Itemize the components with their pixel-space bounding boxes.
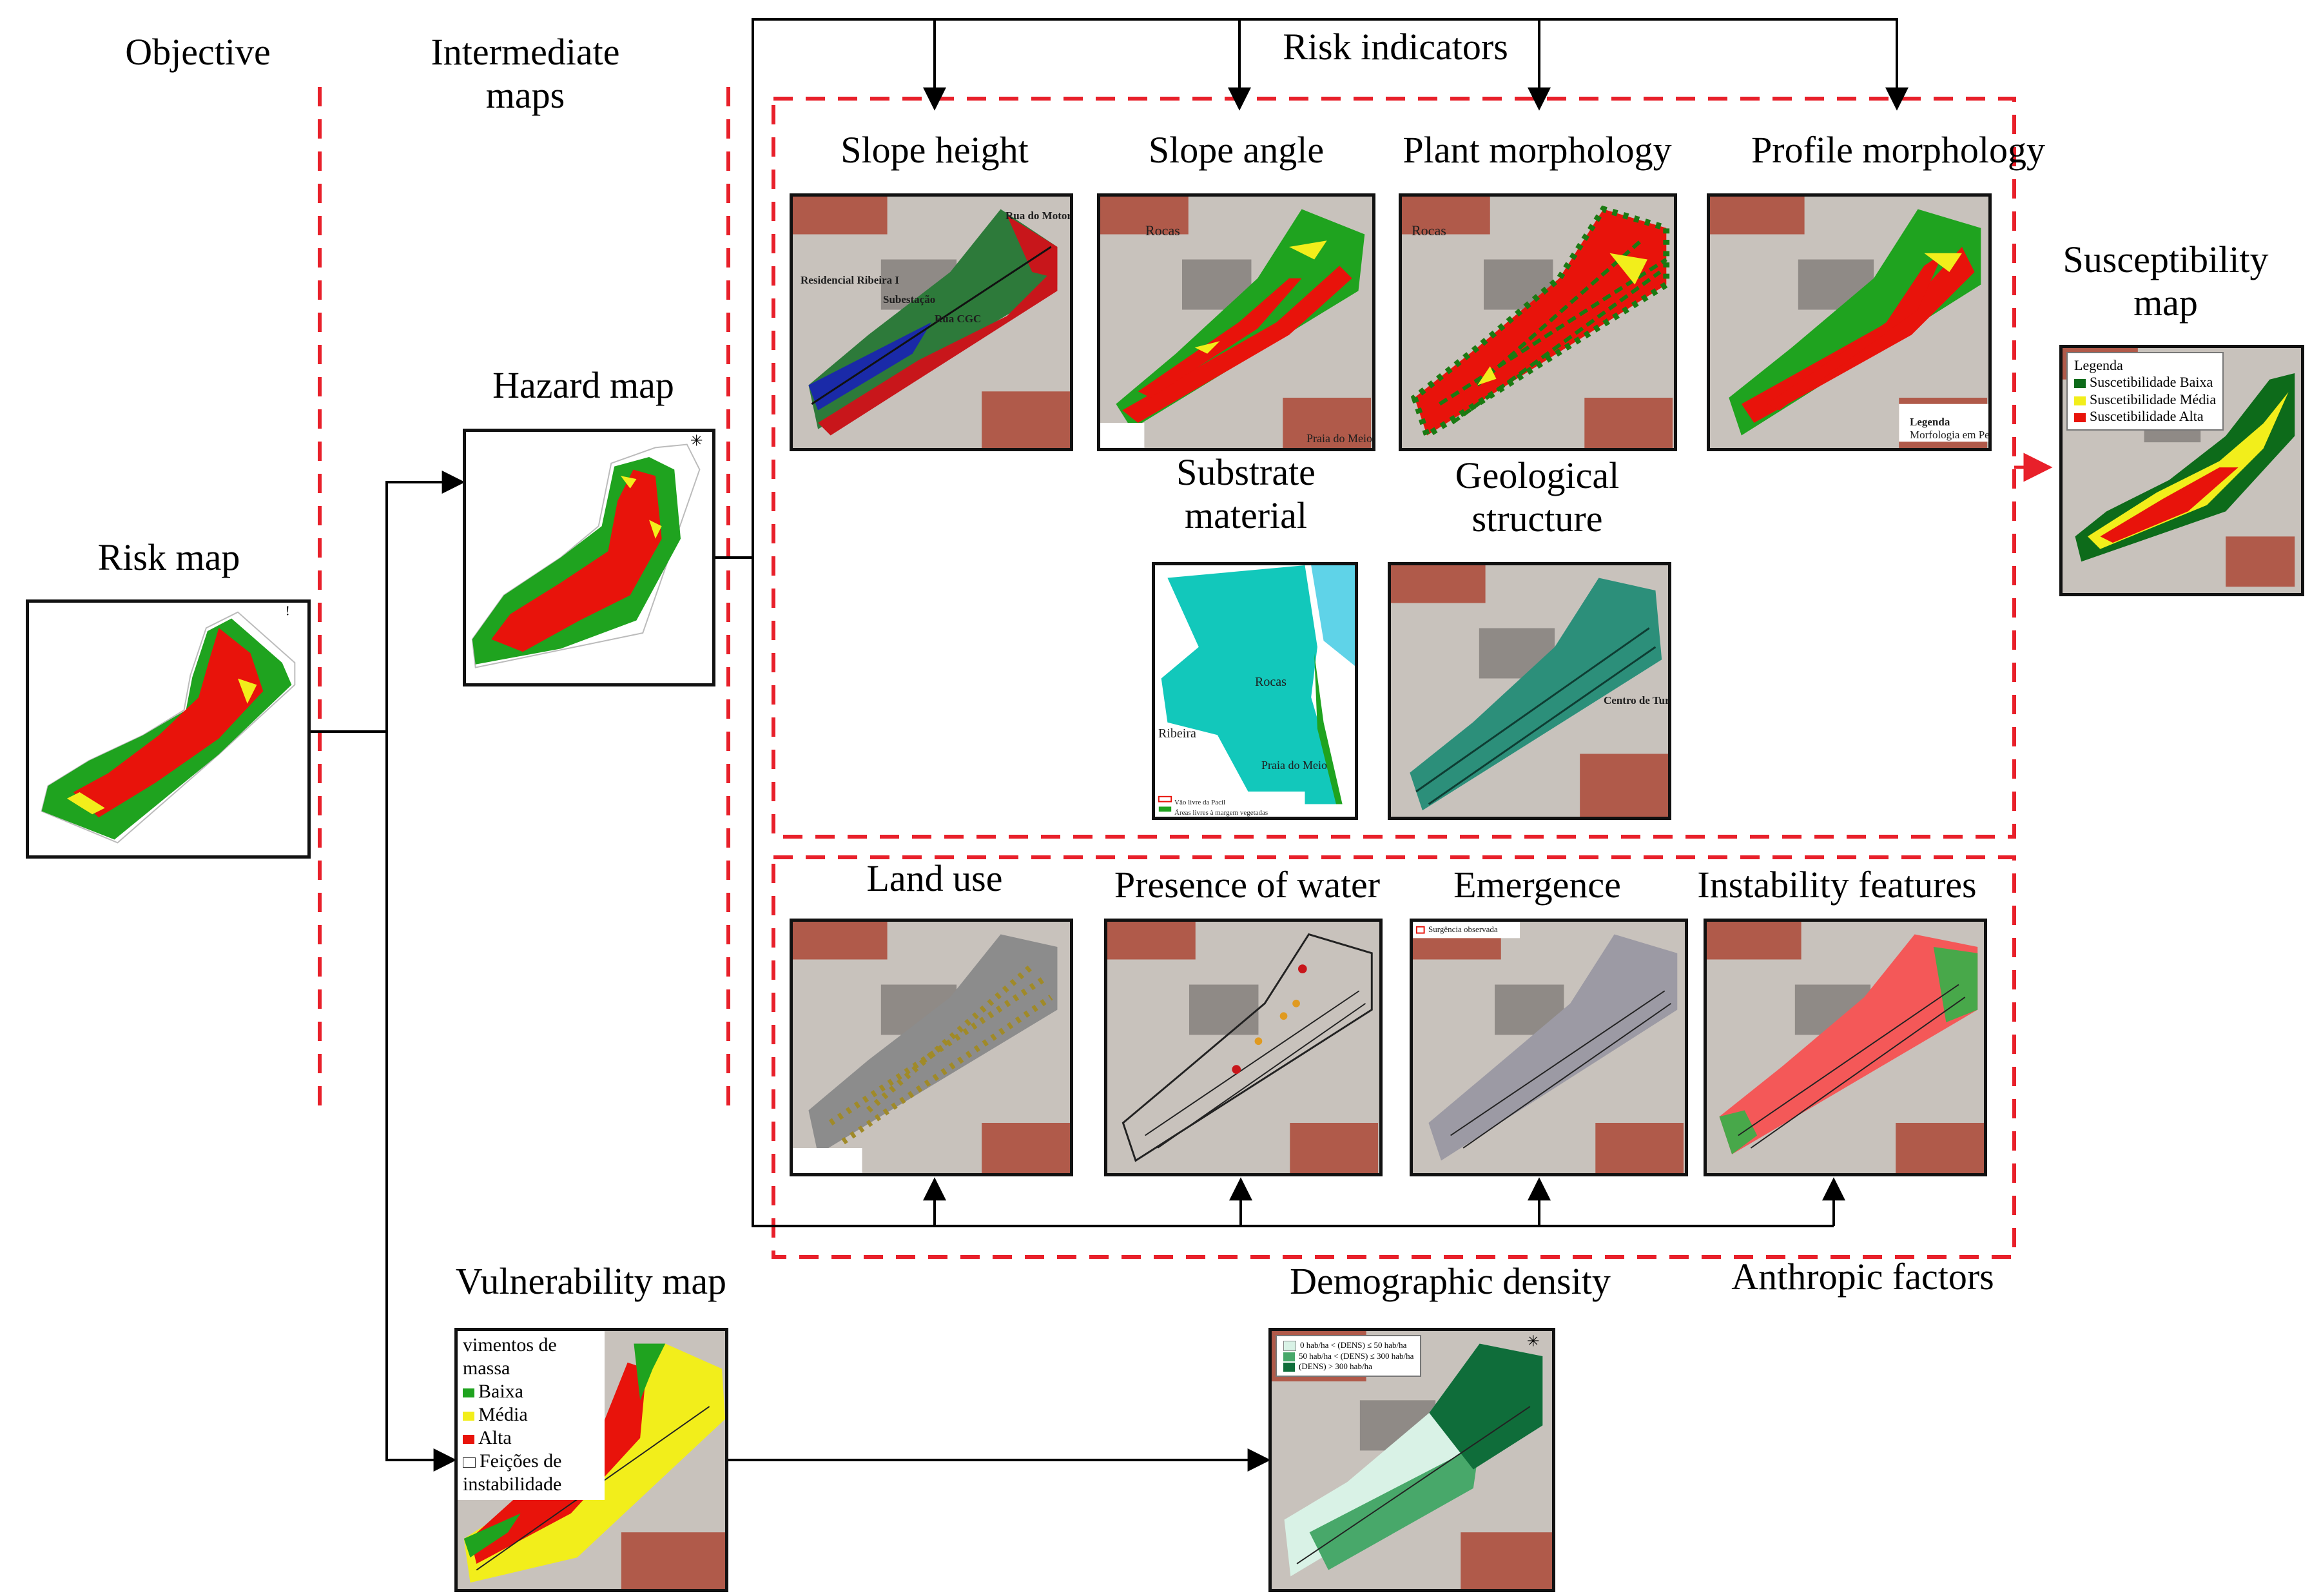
hazard-red-area <box>491 469 662 652</box>
profile-morphology-thumbnail[interactable]: Legenda Morfologia em Perfil <box>1707 193 1992 451</box>
label-rocas: Rocas <box>1145 222 1180 238</box>
profile-morphology-title: Profile morphology <box>1751 129 2045 171</box>
svg-text:✳: ✳ <box>1527 1333 1540 1350</box>
presence-of-water-title: Presence of water <box>1114 864 1381 906</box>
susceptibility-map-title: Susceptibility map <box>2063 238 2269 324</box>
substrate-material-title: Substrate material <box>1176 451 1316 536</box>
emergence-area <box>1428 934 1678 1161</box>
hazard-map-title: Hazard map <box>492 364 674 406</box>
label-residencial: Residencial Ribeira I <box>801 274 899 286</box>
label-rua-cgc: Rua CGC <box>935 313 982 325</box>
instability-features-thumbnail[interactable] <box>1704 919 1987 1176</box>
geological-structure-title: Geological structure <box>1455 454 1620 540</box>
emergence-legend: Surgência observada <box>1428 924 1498 934</box>
susceptibility-legend-title: Legenda <box>2074 357 2123 373</box>
intermediate-maps-heading: Intermediate maps <box>431 31 620 116</box>
susceptibility-legend: Legenda Suscetibilidade Baixa Suscetibil… <box>2066 352 2224 431</box>
substrate-area <box>1161 565 1343 804</box>
plant-morphology-thumbnail[interactable]: Rocas <box>1399 193 1677 451</box>
demographic-legend-high: (DENS) > 300 hab/ha <box>1283 1361 1413 1372</box>
instability-features-title: Instability features <box>1697 864 1977 906</box>
susceptibility-map-thumbnail[interactable]: Legenda Suscetibilidade Baixa Suscetibil… <box>2059 345 2304 596</box>
emergence-thumbnail[interactable]: Surgência observada <box>1410 919 1688 1176</box>
demographic-density-title: Demographic density <box>1290 1260 1611 1302</box>
substrate-legend-1: Vão livre da Pacil <box>1174 799 1226 806</box>
substrate-material-thumbnail[interactable]: Rocas Ribeira Praia do Meio Vão livre da… <box>1152 562 1358 820</box>
land-use-area <box>808 934 1058 1154</box>
label-centro: Centro de Turismo <box>1604 694 1670 706</box>
objective-heading: Objective <box>125 31 271 73</box>
hazard-to-indicators-connector <box>715 18 1908 559</box>
label-rua-do-motor: Rua do Motor <box>1005 209 1072 222</box>
bus-bottom-connector <box>752 558 1834 1227</box>
presence-of-water-thumbnail[interactable] <box>1104 919 1383 1176</box>
slope-height-title: Slope height <box>840 129 1029 171</box>
anthropic-factors-heading: Anthropic factors <box>1731 1256 1994 1298</box>
label-praia-do-meio-2: Praia do Meio <box>1261 759 1327 772</box>
susceptibility-legend-low: Suscetibilidade Baixa <box>2074 374 2216 391</box>
vulnerability-legend-instability: Feições de instabilidade <box>463 1450 562 1495</box>
label-morfologia: Morfologia em Perfil <box>1910 429 1990 441</box>
label-rocas-2: Rocas <box>1412 222 1446 238</box>
vulnerability-legend: vimentos de massa Baixa Média Alta Feiçõ… <box>458 1331 605 1500</box>
svg-text:!: ! <box>286 603 290 619</box>
plant-morphology-title: Plant morphology <box>1403 129 1672 171</box>
land-use-thumbnail[interactable] <box>790 919 1073 1176</box>
risk-indicators-group <box>772 97 2016 839</box>
label-subestacao: Subestação <box>883 293 936 306</box>
label-praia-do-meio: Praia do Meio <box>1306 432 1372 445</box>
slope-angle-title: Slope angle <box>1148 129 1325 171</box>
svg-text:✳: ✳ <box>690 433 703 449</box>
anthropic-factors-group <box>772 855 2016 1259</box>
demographic-density-thumbnail[interactable]: ✳ 0 hab/ha < (DENS) ≤ 50 hab/ha 50 hab/h… <box>1268 1328 1555 1592</box>
vulnerability-legend-title: vimentos de massa <box>463 1334 557 1379</box>
demographic-legend: 0 hab/ha < (DENS) ≤ 50 hab/ha 50 hab/ha … <box>1276 1335 1422 1377</box>
geological-structure-thumbnail[interactable]: Centro de Turismo <box>1388 562 1671 820</box>
risk-to-vulnerability-connector <box>385 732 457 1472</box>
vulnerability-map-thumbnail[interactable]: vimentos de massa Baixa Média Alta Feiçõ… <box>454 1328 728 1592</box>
demographic-legend-low: 0 hab/ha < (DENS) ≤ 50 hab/ha <box>1283 1340 1413 1352</box>
vulnerability-green-area <box>463 1343 666 1558</box>
label-ribeira: Ribeira <box>1158 726 1196 741</box>
risk-indicators-heading: Risk indicators <box>1283 26 1508 68</box>
susceptibility-legend-medium: Suscetibilidade Média <box>2074 391 2216 408</box>
land-use-title: Land use <box>866 857 1003 899</box>
hazard-map-thumbnail[interactable]: ✳ <box>463 429 715 686</box>
substrate-legend-2: Áreas livres à margem vegetadas <box>1174 809 1268 817</box>
slope-height-thumbnail[interactable]: Rua do Motor Residencial Ribeira I Subes… <box>790 193 1073 451</box>
risk-map-thumbnail[interactable]: ! <box>26 599 311 859</box>
vulnerability-legend-low: Baixa <box>463 1380 598 1403</box>
demographic-mid-area <box>1309 1444 1480 1570</box>
risk-red-area <box>73 628 264 818</box>
risk-map-title: Risk map <box>97 536 240 578</box>
emergence-title: Emergence <box>1453 864 1621 906</box>
label-rocas-3: Rocas <box>1255 675 1287 689</box>
slope-angle-thumbnail[interactable]: Rocas Praia do Meio <box>1097 193 1375 451</box>
vulnerability-legend-high: Alta <box>463 1426 598 1450</box>
vulnerability-map-title: Vulnerability map <box>455 1260 727 1302</box>
demographic-legend-mid: 50 hab/ha < (DENS) ≤ 300 hab/ha <box>1283 1351 1413 1362</box>
susceptibility-legend-high: Suscetibilidade Alta <box>2074 408 2216 425</box>
risk-to-hazard-connector <box>309 471 465 733</box>
label-legenda: Legenda <box>1910 416 1950 428</box>
vulnerability-legend-medium: Média <box>463 1403 598 1426</box>
demographic-deep-area <box>1429 1343 1543 1470</box>
